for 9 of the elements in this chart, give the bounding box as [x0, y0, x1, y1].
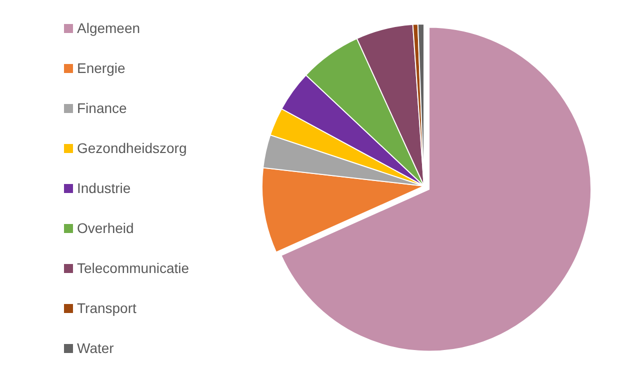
legend-label: Gezondheidszorg: [77, 140, 187, 156]
legend-label: Telecommunicatie: [77, 260, 190, 276]
legend-label: Industrie: [77, 180, 131, 196]
legend-label: Energie: [77, 60, 126, 76]
legend-label: Overheid: [77, 220, 134, 236]
legend-label: Algemeen: [77, 20, 140, 36]
legend-label: Finance: [77, 100, 127, 116]
legend-label: Transport: [77, 300, 136, 316]
legend-label: Water: [77, 340, 114, 356]
